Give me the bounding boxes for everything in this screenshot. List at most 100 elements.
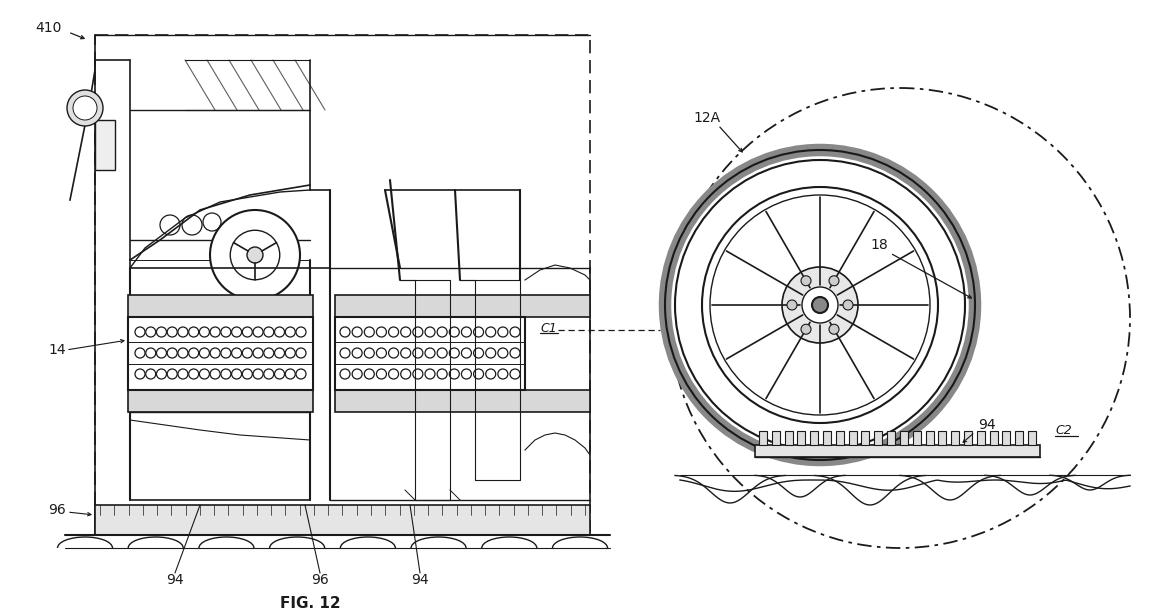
Circle shape <box>135 327 145 337</box>
Circle shape <box>510 327 520 337</box>
Circle shape <box>510 369 520 379</box>
Circle shape <box>285 369 296 379</box>
Circle shape <box>253 327 263 337</box>
Text: 96: 96 <box>48 503 66 517</box>
Text: 94: 94 <box>411 573 429 587</box>
Circle shape <box>449 369 459 379</box>
Text: 94: 94 <box>978 418 995 432</box>
Circle shape <box>263 348 274 358</box>
Circle shape <box>340 369 350 379</box>
Bar <box>875 431 883 445</box>
Circle shape <box>285 327 296 337</box>
Circle shape <box>670 88 1130 548</box>
Circle shape <box>364 327 375 337</box>
Circle shape <box>146 348 155 358</box>
Circle shape <box>413 348 423 358</box>
Bar <box>824 431 831 445</box>
Circle shape <box>177 369 188 379</box>
Circle shape <box>210 327 220 337</box>
Text: 14: 14 <box>48 343 66 357</box>
Circle shape <box>786 300 797 310</box>
Circle shape <box>232 327 241 337</box>
Bar <box>849 431 857 445</box>
Circle shape <box>275 327 284 337</box>
Circle shape <box>400 327 411 337</box>
Circle shape <box>135 348 145 358</box>
Circle shape <box>253 348 263 358</box>
Circle shape <box>449 327 459 337</box>
Circle shape <box>510 348 520 358</box>
Circle shape <box>437 369 447 379</box>
Circle shape <box>263 369 274 379</box>
Circle shape <box>135 369 145 379</box>
Circle shape <box>296 369 306 379</box>
Circle shape <box>389 369 399 379</box>
Circle shape <box>462 348 471 358</box>
Circle shape <box>486 348 495 358</box>
Circle shape <box>200 369 210 379</box>
Bar <box>926 431 934 445</box>
Circle shape <box>473 327 484 337</box>
Circle shape <box>829 276 839 286</box>
Circle shape <box>167 348 177 358</box>
Text: 410: 410 <box>35 21 61 35</box>
Bar <box>784 431 792 445</box>
Circle shape <box>449 348 459 358</box>
Circle shape <box>200 327 210 337</box>
Circle shape <box>73 96 97 120</box>
Circle shape <box>210 369 220 379</box>
Circle shape <box>296 327 306 337</box>
Circle shape <box>437 348 447 358</box>
Circle shape <box>353 348 362 358</box>
Bar <box>938 431 947 445</box>
Circle shape <box>473 348 484 358</box>
Bar <box>95 120 115 170</box>
Circle shape <box>782 267 858 343</box>
Circle shape <box>498 327 508 337</box>
Circle shape <box>400 348 411 358</box>
Circle shape <box>389 327 399 337</box>
Circle shape <box>146 369 155 379</box>
Circle shape <box>263 327 274 337</box>
Circle shape <box>437 327 447 337</box>
Circle shape <box>275 348 284 358</box>
Bar <box>1015 431 1023 445</box>
Circle shape <box>486 327 495 337</box>
Bar <box>128 390 313 412</box>
Circle shape <box>353 369 362 379</box>
Circle shape <box>177 327 188 337</box>
Circle shape <box>220 327 231 337</box>
Circle shape <box>167 369 177 379</box>
Bar <box>335 390 590 412</box>
Circle shape <box>253 369 263 379</box>
Circle shape <box>189 369 198 379</box>
Text: 18: 18 <box>870 238 887 252</box>
Circle shape <box>157 327 167 337</box>
Bar <box>836 431 843 445</box>
Circle shape <box>167 327 177 337</box>
Text: FIG. 12: FIG. 12 <box>280 596 340 610</box>
Circle shape <box>843 300 853 310</box>
Bar <box>810 431 818 445</box>
Circle shape <box>829 324 839 334</box>
Circle shape <box>242 348 253 358</box>
Circle shape <box>67 90 103 126</box>
Bar <box>759 431 767 445</box>
Bar <box>862 431 870 445</box>
Circle shape <box>232 348 241 358</box>
Bar <box>771 431 780 445</box>
Circle shape <box>157 369 167 379</box>
Circle shape <box>462 369 471 379</box>
Circle shape <box>364 369 375 379</box>
Circle shape <box>498 348 508 358</box>
Circle shape <box>462 327 471 337</box>
Circle shape <box>473 369 484 379</box>
Circle shape <box>802 324 811 334</box>
Circle shape <box>220 369 231 379</box>
Circle shape <box>177 348 188 358</box>
Circle shape <box>364 348 375 358</box>
Circle shape <box>232 369 241 379</box>
Circle shape <box>812 297 828 313</box>
Bar <box>989 431 998 445</box>
Bar <box>128 295 313 317</box>
